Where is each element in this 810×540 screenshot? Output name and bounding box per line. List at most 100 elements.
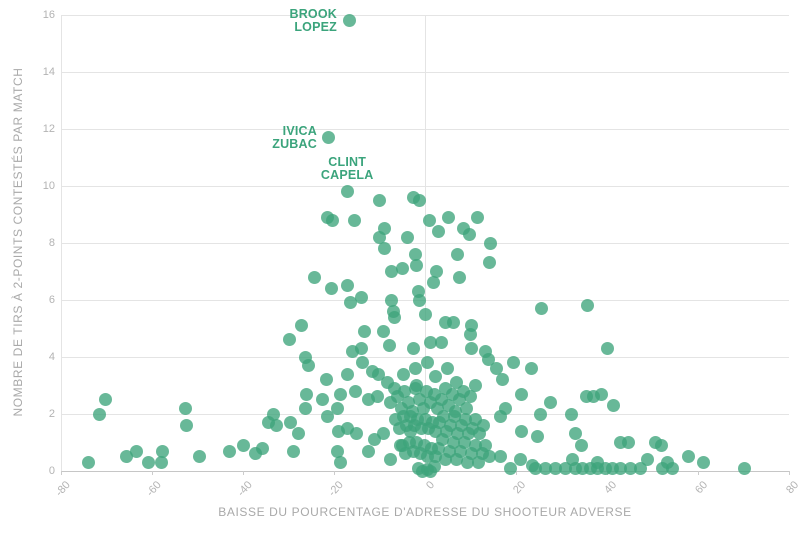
data-point[interactable] (435, 336, 449, 350)
data-point[interactable] (495, 373, 509, 387)
data-point[interactable] (428, 370, 442, 384)
data-point[interactable] (531, 430, 545, 444)
data-point[interactable] (385, 293, 399, 307)
data-point[interactable] (682, 450, 696, 464)
data-point[interactable] (468, 379, 482, 392)
data-point[interactable] (483, 236, 497, 250)
data-point[interactable] (362, 444, 376, 458)
data-point[interactable] (524, 361, 538, 375)
data-point[interactable] (613, 461, 627, 475)
data-point[interactable] (441, 361, 455, 375)
data-point[interactable] (325, 282, 339, 296)
data-point[interactable] (330, 444, 344, 458)
data-point[interactable] (506, 356, 520, 370)
data-point[interactable] (340, 367, 354, 381)
data-point[interactable] (178, 401, 192, 415)
data-point[interactable] (622, 436, 636, 449)
data-point[interactable] (383, 339, 397, 353)
data-point[interactable] (383, 453, 397, 467)
data-point[interactable] (282, 333, 296, 347)
data-point[interactable] (368, 433, 382, 447)
data-point[interactable] (344, 296, 358, 310)
data-point[interactable] (298, 401, 312, 415)
data-point[interactable] (320, 410, 334, 424)
data-point[interactable] (396, 262, 410, 276)
data-point[interactable] (400, 230, 414, 244)
data-point[interactable] (373, 193, 387, 207)
data-point[interactable] (623, 461, 637, 475)
data-point[interactable] (479, 438, 493, 452)
data-point[interactable] (348, 384, 362, 398)
data-point[interactable] (426, 276, 440, 290)
data-point[interactable] (92, 407, 106, 421)
data-point[interactable] (548, 461, 562, 475)
data-point[interactable] (407, 341, 421, 355)
data-point[interactable] (528, 461, 542, 475)
data-point[interactable] (370, 390, 384, 404)
data-point[interactable] (348, 213, 362, 227)
data-point[interactable] (408, 361, 422, 375)
data-point[interactable] (513, 453, 527, 467)
data-point[interactable] (377, 324, 391, 338)
data-point[interactable] (155, 444, 169, 458)
data-point[interactable] (421, 356, 435, 370)
data-point[interactable] (302, 359, 316, 373)
data-point[interactable] (543, 396, 557, 410)
data-point[interactable] (503, 461, 517, 475)
data-point[interactable] (411, 284, 425, 298)
data-point[interactable] (601, 341, 615, 355)
data-point[interactable] (476, 418, 490, 432)
data-point[interactable] (372, 230, 386, 244)
data-point[interactable] (558, 461, 572, 475)
data-point[interactable] (423, 464, 437, 478)
data-point[interactable] (460, 401, 474, 415)
data-point[interactable] (413, 193, 427, 207)
data-point[interactable] (568, 427, 582, 441)
data-point[interactable] (581, 299, 595, 313)
data-point[interactable] (307, 270, 321, 284)
data-point[interactable] (294, 319, 308, 333)
data-point[interactable] (463, 327, 477, 341)
data-point[interactable] (422, 213, 436, 227)
data-point[interactable] (248, 447, 262, 461)
data-point[interactable] (419, 307, 433, 321)
data-point[interactable] (315, 393, 329, 407)
data-point[interactable] (326, 213, 340, 227)
data-point[interactable] (130, 444, 144, 458)
data-point[interactable] (493, 410, 507, 424)
data-point[interactable] (533, 407, 547, 421)
data-point[interactable] (340, 185, 354, 199)
data-point[interactable] (398, 384, 412, 398)
data-point[interactable] (431, 225, 445, 239)
data-point[interactable] (515, 387, 529, 401)
data-point[interactable] (575, 438, 589, 452)
data-point[interactable] (490, 361, 504, 375)
data-point[interactable] (654, 438, 668, 452)
data-point[interactable] (462, 227, 476, 241)
data-point[interactable] (656, 461, 670, 475)
data-point[interactable] (452, 270, 466, 284)
data-point[interactable] (457, 436, 471, 449)
data-point[interactable] (341, 279, 355, 293)
data-point[interactable] (283, 416, 297, 430)
data-point[interactable] (330, 401, 344, 415)
data-point[interactable] (119, 450, 133, 464)
data-point[interactable] (333, 455, 347, 469)
data-point[interactable] (666, 461, 680, 475)
data-point[interactable] (607, 398, 621, 412)
data-point[interactable] (446, 316, 460, 330)
data-point[interactable] (409, 247, 423, 261)
data-point[interactable] (423, 336, 437, 350)
data-point[interactable] (410, 259, 424, 273)
data-point[interactable] (595, 387, 609, 401)
data-point[interactable] (435, 433, 449, 447)
data-point[interactable] (482, 256, 496, 270)
data-point[interactable] (345, 344, 359, 358)
data-point[interactable] (300, 387, 314, 401)
data-point[interactable] (470, 210, 484, 224)
data-point[interactable] (441, 210, 455, 224)
data-point[interactable] (515, 424, 529, 438)
data-point[interactable] (377, 242, 391, 256)
data-point[interactable] (697, 455, 711, 469)
data-point[interactable] (179, 418, 193, 432)
